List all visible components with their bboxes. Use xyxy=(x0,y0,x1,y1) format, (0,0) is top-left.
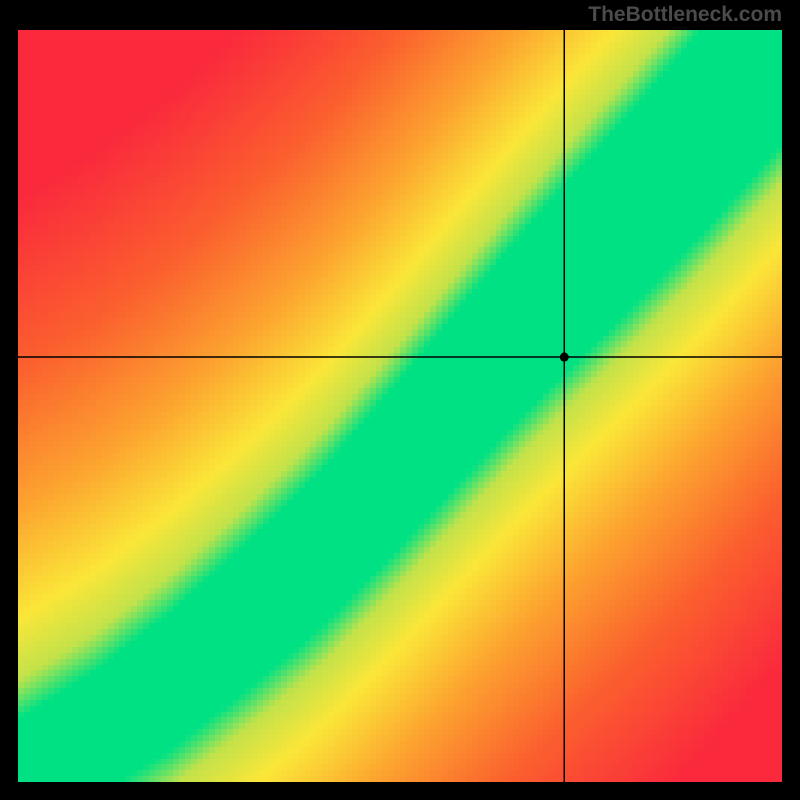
chart-container: TheBottleneck.com xyxy=(0,0,800,800)
bottleneck-heatmap xyxy=(0,0,800,800)
watermark-text: TheBottleneck.com xyxy=(588,3,782,27)
